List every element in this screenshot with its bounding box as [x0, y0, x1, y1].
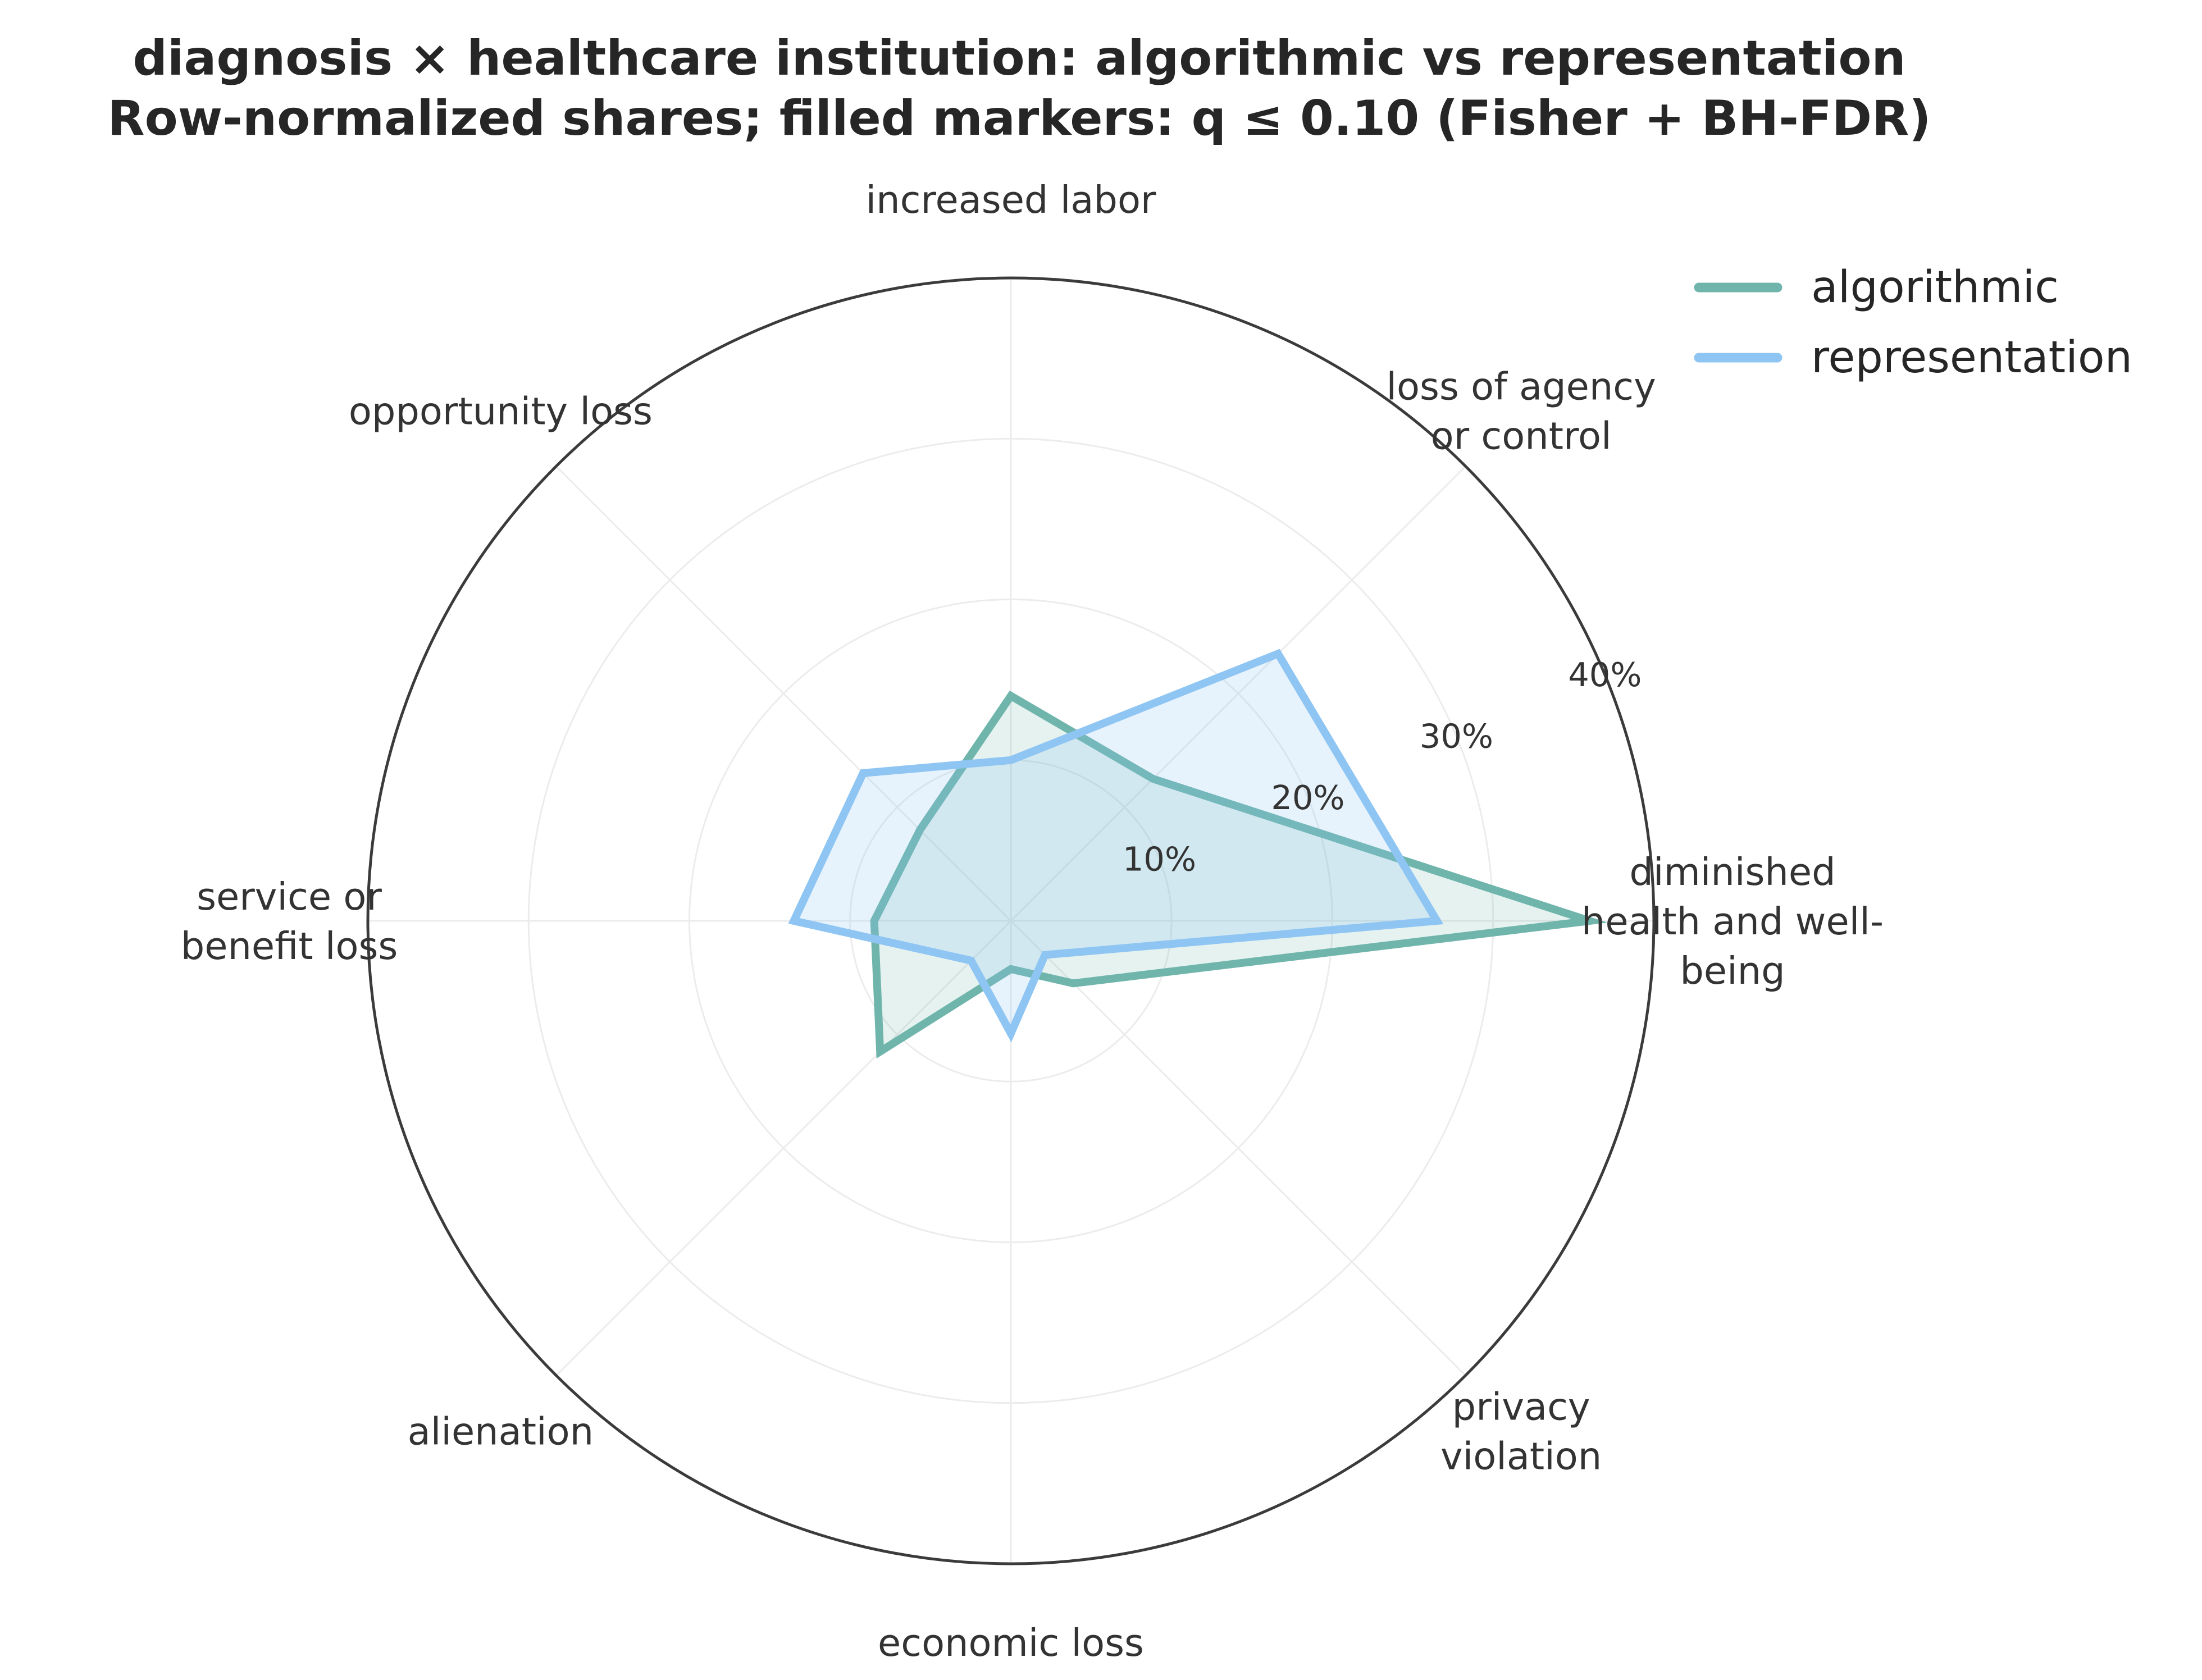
legend-label-representation: representation — [1811, 332, 2132, 383]
grid-spoke-2 — [1010, 465, 1466, 922]
category-label: increased labor — [866, 178, 1156, 222]
radial-tick-labels: 10% 20% 30% 40% — [1123, 655, 1642, 879]
series-layer — [788, 649, 1608, 1059]
category-label: opportunity loss — [349, 389, 653, 433]
category-label: alienation — [408, 1410, 594, 1454]
category-label: economic loss — [878, 1621, 1144, 1665]
grid-spoke-4 — [555, 465, 1012, 922]
radial-tick-label: 40% — [1568, 655, 1642, 694]
legend-label-algorithmic: algorithmic — [1811, 262, 2059, 313]
radial-tick-label: 20% — [1271, 778, 1344, 817]
category-label: health and well- — [1581, 900, 1884, 943]
legend: algorithmic representation — [1694, 262, 2132, 383]
grid-spoke-6 — [555, 920, 1012, 1376]
series-area-algorithmic — [874, 696, 1590, 1052]
polar-frame — [366, 276, 1656, 1565]
series-area-representation — [794, 654, 1437, 1034]
category-label: being — [1680, 949, 1785, 993]
radial-tick-label: 10% — [1123, 839, 1196, 878]
category-labels: diminished health and well-being loss of a… — [181, 178, 1884, 1665]
category-label: violation — [1440, 1435, 1602, 1478]
category-label: loss of agency — [1386, 364, 1656, 408]
category-label: service or — [197, 875, 382, 919]
category-label: benefit loss — [181, 924, 398, 968]
grid-spoke-8 — [1010, 920, 1466, 1376]
chart-title: diagnosis × healthcare institution: algo… — [133, 30, 1905, 86]
category-label: diminished — [1629, 850, 1835, 894]
radial-tick-label: 30% — [1420, 716, 1493, 755]
category-label: privacy — [1452, 1385, 1590, 1429]
chart-subtitle: Row-normalized shares; filled markers: q… — [107, 90, 1931, 147]
category-label: or control — [1431, 414, 1612, 458]
